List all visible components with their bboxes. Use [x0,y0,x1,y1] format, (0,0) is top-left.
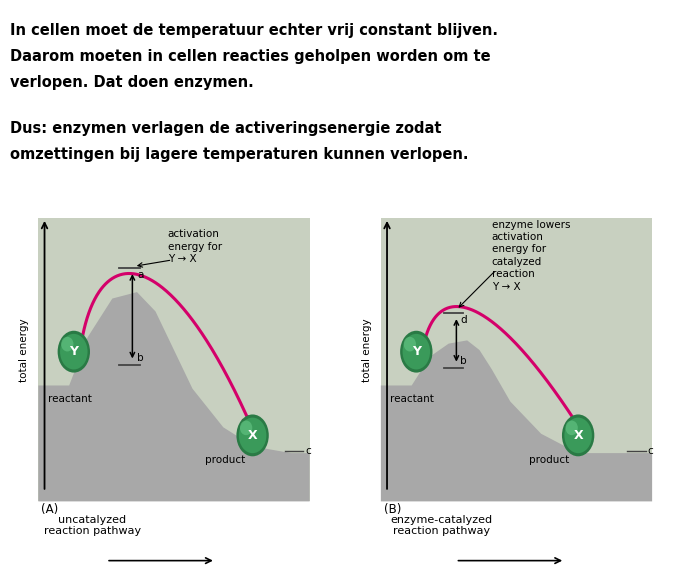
Text: b: b [460,356,466,366]
Ellipse shape [58,331,90,373]
Text: Daarom moeten in cellen reacties geholpen worden om te: Daarom moeten in cellen reacties geholpe… [10,49,491,64]
Bar [38,218,310,501]
Text: X: X [248,429,258,442]
Text: Y: Y [412,345,421,358]
Text: c: c [305,447,311,457]
Polygon shape [38,292,310,501]
Text: reactant: reactant [390,393,434,404]
Text: omzettingen bij lagere temperaturen kunnen verlopen.: omzettingen bij lagere temperaturen kunn… [10,147,469,162]
Text: product: product [529,455,569,465]
Text: Dus: enzymen verlagen de activeringsenergie zodat: Dus: enzymen verlagen de activeringsener… [10,121,442,136]
Ellipse shape [403,334,430,370]
Ellipse shape [564,417,592,453]
Ellipse shape [61,337,73,351]
Text: c: c [647,447,653,457]
Text: total energy: total energy [362,318,372,382]
Text: verlopen. Dat doen enzymen.: verlopen. Dat doen enzymen. [10,75,254,90]
Text: X: X [573,429,583,442]
Text: product: product [205,455,245,465]
Ellipse shape [403,337,416,351]
Ellipse shape [400,331,432,373]
Ellipse shape [566,420,578,435]
Ellipse shape [240,420,252,435]
Text: b: b [137,353,144,363]
Bar [381,218,652,501]
Text: (B): (B) [384,503,401,516]
Ellipse shape [239,417,266,453]
Text: In cellen moet de temperatuur echter vrij constant blijven.: In cellen moet de temperatuur echter vri… [10,23,498,38]
Text: uncatalyzed
reaction pathway: uncatalyzed reaction pathway [44,515,141,536]
Text: reactant: reactant [48,393,92,404]
Text: enzyme-catalyzed
reaction pathway: enzyme-catalyzed reaction pathway [390,515,493,536]
Ellipse shape [60,334,88,370]
Text: activation
energy for
Y → X: activation energy for Y → X [168,229,222,264]
Text: a: a [137,270,143,279]
Text: enzyme lowers
activation
energy for
catalyzed
reaction
Y → X: enzyme lowers activation energy for cata… [492,220,571,292]
Text: (A): (A) [41,503,59,516]
Text: total energy: total energy [19,318,29,382]
Text: Y: Y [69,345,78,358]
Ellipse shape [562,415,595,457]
Ellipse shape [236,415,269,457]
Polygon shape [381,340,652,501]
Text: d: d [460,315,466,325]
